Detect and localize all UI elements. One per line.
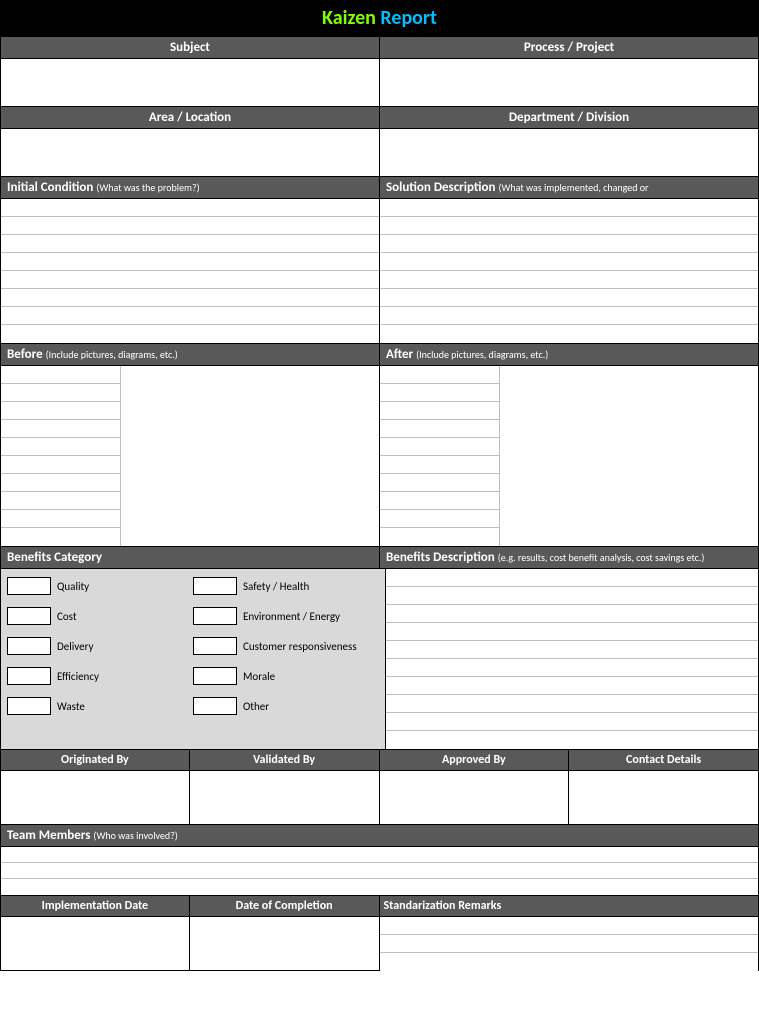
header-initial-condition: Initial Condition (What was the problem?… [0,177,380,199]
label-cost: Cost [57,610,77,623]
label-efficiency: Efficiency [57,670,99,683]
title-word-2: Report [380,6,437,30]
field-before[interactable] [0,366,380,547]
field-process-project[interactable] [380,59,759,107]
checkbox-morale[interactable] [193,667,237,685]
checkbox-delivery[interactable] [7,637,51,655]
header-implementation-date: Implementation Date [0,896,190,917]
field-area-location[interactable] [0,129,380,177]
signoff-row: Originated By Validated By Approved By C… [0,750,759,825]
checkbox-cost[interactable] [7,607,51,625]
before-canvas [121,366,379,546]
title-bar: Kaizen Report [0,0,759,36]
hint-before: (Include pictures, diagrams, etc.) [46,348,178,361]
checkbox-other[interactable] [193,697,237,715]
label-benefits-description: Benefits Description [386,550,495,565]
title-word-1: Kaizen [322,6,376,30]
hint-solution-description: (What was implemented, changed or [498,181,648,194]
label-team-members: Team Members [7,828,90,843]
label-quality: Quality [57,580,89,593]
field-department-division[interactable] [380,129,759,177]
after-lines [380,366,500,546]
checkbox-customer-responsiveness[interactable] [193,637,237,655]
field-originated-by[interactable] [0,771,190,825]
checkbox-efficiency[interactable] [7,667,51,685]
checkbox-safety-health[interactable] [193,577,237,595]
header-originated-by: Originated By [0,750,190,771]
field-solution-description[interactable] [380,199,759,344]
header-benefits-category: Benefits Category [0,547,380,569]
hint-team-members: (Who was involved?) [93,829,177,842]
field-subject[interactable] [0,59,380,107]
header-solution-description: Solution Description (What was implement… [380,177,759,199]
benefits-category-grid: Quality Safety / Health Cost Environment… [0,569,386,750]
label-solution-description: Solution Description [386,180,496,195]
hint-after: (Include pictures, diagrams, etc.) [416,348,548,361]
header-area-location: Area / Location [0,107,380,129]
field-benefits-description[interactable] [386,569,759,750]
hint-initial-condition: (What was the problem?) [96,181,199,194]
label-waste: Waste [57,700,85,713]
header-date-of-completion: Date of Completion [190,896,380,917]
field-date-of-completion[interactable] [190,917,380,971]
label-customer-responsiveness: Customer responsiveness [243,640,357,653]
label-safety-health: Safety / Health [243,580,309,593]
field-after[interactable] [380,366,759,547]
field-validated-by[interactable] [190,771,380,825]
header-team-members: Team Members (Who was involved?) [0,825,759,847]
checkbox-quality[interactable] [7,577,51,595]
label-after: After [386,347,413,362]
field-implementation-date[interactable] [0,917,190,971]
label-morale: Morale [243,670,275,683]
header-approved-by: Approved By [380,750,570,771]
field-team-members[interactable] [0,847,759,896]
label-initial-condition: Initial Condition [7,180,93,195]
checkbox-environment-energy[interactable] [193,607,237,625]
field-standardization-remarks[interactable] [380,917,759,971]
header-benefits-description: Benefits Description (e.g. results, cost… [380,547,759,569]
checkbox-waste[interactable] [7,697,51,715]
after-canvas [500,366,758,546]
header-after: After (Include pictures, diagrams, etc.) [380,344,759,366]
header-department-division: Department / Division [380,107,759,129]
header-subject: Subject [0,36,380,59]
label-environment-energy: Environment / Energy [243,610,340,623]
header-validated-by: Validated By [190,750,380,771]
header-contact-details: Contact Details [569,750,759,771]
label-other: Other [243,700,269,713]
kaizen-report-page: Kaizen Report Subject Process / Project … [0,0,759,971]
field-approved-by[interactable] [380,771,570,825]
bottom-row: Implementation Date Date of Completion S… [0,896,759,971]
header-before: Before (Include pictures, diagrams, etc.… [0,344,380,366]
header-standardization-remarks: Standarization Remarks [380,896,759,917]
header-process-project: Process / Project [380,36,759,59]
label-delivery: Delivery [57,640,94,653]
field-contact-details[interactable] [569,771,759,825]
field-initial-condition[interactable] [0,199,380,344]
hint-benefits-description: (e.g. results, cost benefit analysis, co… [498,551,705,564]
before-lines [1,366,121,546]
label-before: Before [7,347,43,362]
